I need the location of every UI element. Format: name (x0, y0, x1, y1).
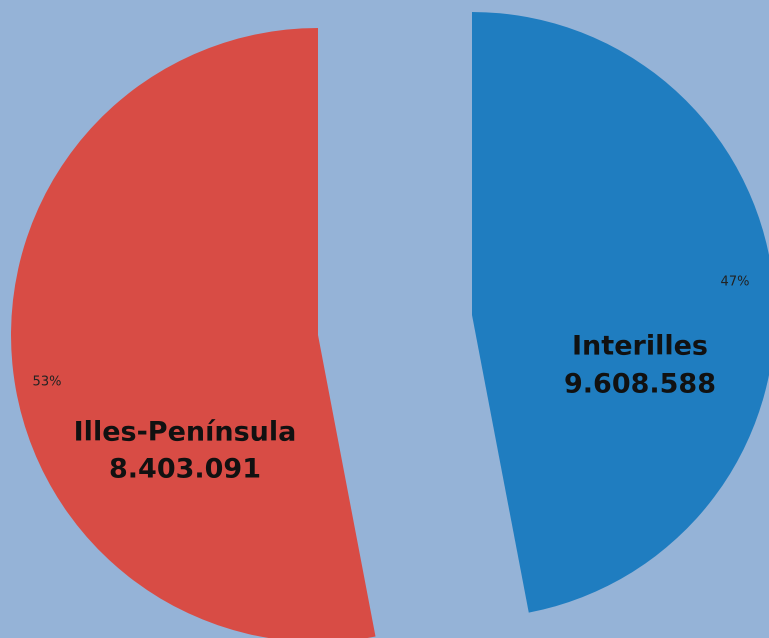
category-label: Illes-Península (74, 417, 297, 448)
category-label: Interilles (572, 331, 708, 362)
percent-label: 47% (721, 275, 750, 290)
pie-slice (472, 12, 769, 613)
pie-slice (11, 28, 376, 638)
amount-label: 9.608.588 (564, 369, 716, 400)
percent-label: 53% (33, 375, 62, 390)
amount-label: 8.403.091 (109, 454, 261, 485)
